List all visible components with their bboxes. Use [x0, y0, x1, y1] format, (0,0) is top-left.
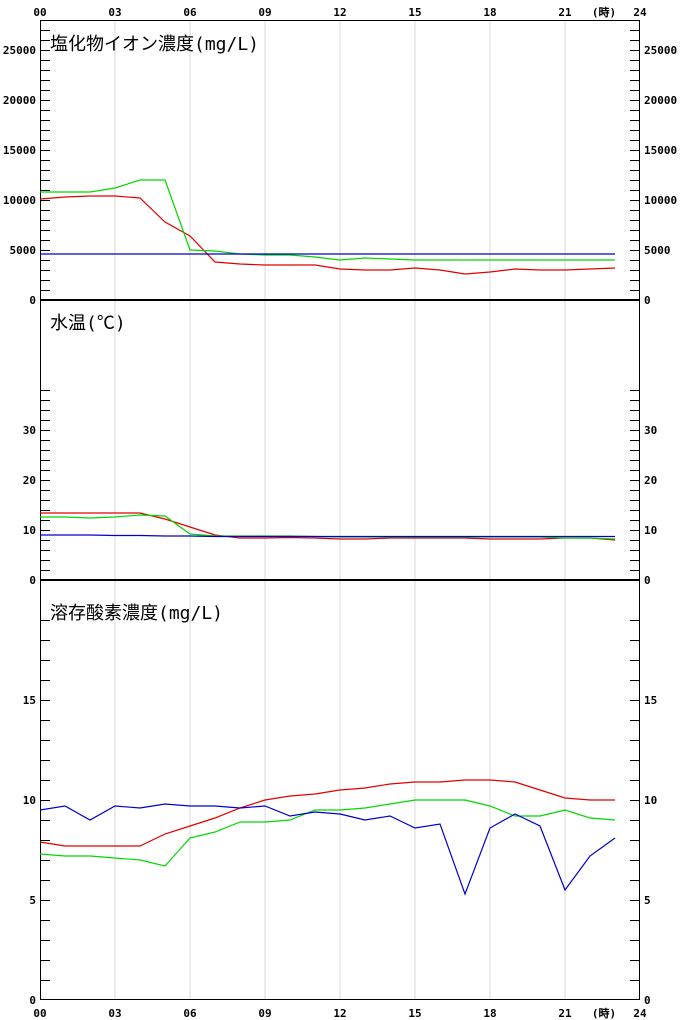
series-line-2: [40, 179, 615, 261]
right-y-tick-label: 10: [644, 794, 657, 807]
bottom-time-tick-label: 21: [558, 1007, 572, 1020]
chloride-panel-title: 塩化物イオン濃度(mg/L): [50, 34, 259, 55]
left-y-tick-label: 0: [29, 994, 36, 1007]
series-line-3: [40, 534, 615, 538]
right-y-tick-label: 0: [644, 994, 651, 1007]
right-y-tick-label: 30: [644, 424, 657, 437]
right-y-tick-label: 20000: [644, 94, 677, 107]
bottom-time-tick-label: 18: [483, 1007, 496, 1020]
top-time-axis: 00 03 06 09 12 15 18 21 24: [33, 6, 647, 19]
left-y-tick-label: 10: [23, 524, 36, 537]
top-unit-label: (時): [592, 5, 616, 19]
right-y-tick-label: 0: [644, 574, 651, 587]
chloride-panel: 0 0 5000 5000 10000 10000 15000 15000 20000 20000…: [3, 20, 677, 307]
right-y-tick-label: 10000: [644, 194, 677, 207]
right-y-tick-label: 15000: [644, 144, 677, 157]
water-temp-panel-title: 水温(℃): [50, 313, 126, 334]
series-line-2: [39, 799, 616, 867]
bottom-time-tick-label: 24: [633, 1007, 647, 1020]
bottom-time-tick-label: 09: [258, 1007, 271, 1020]
bottom-time-tick-label: 03: [108, 1007, 121, 1020]
top-time-tick-label: 00: [33, 6, 46, 19]
right-y-tick-label: 15: [644, 694, 657, 707]
left-y-tick-label: 15000: [3, 144, 36, 157]
top-time-tick-label: 21: [558, 6, 572, 19]
right-y-tick-label: 25000: [644, 44, 677, 57]
left-y-tick-label: 5: [29, 894, 36, 907]
top-time-tick-label: 12: [333, 6, 346, 19]
bottom-time-tick-label: 00: [33, 1007, 46, 1020]
series-line-1: [39, 779, 615, 847]
bottom-time-tick-label: 06: [183, 1007, 197, 1020]
series-line-1: [39, 195, 616, 275]
right-y-tick-label: 20: [644, 474, 657, 487]
bottom-unit-label: (時): [592, 1006, 616, 1020]
right-y-tick-label: 5000: [644, 244, 671, 257]
left-y-tick-label: 10: [23, 794, 36, 807]
top-time-tick-label: 06: [183, 6, 197, 19]
top-time-tick-label: 03: [108, 6, 121, 19]
left-y-tick-label: 15: [23, 694, 36, 707]
top-time-tick-label: 09: [258, 6, 271, 19]
panel-frame: [40, 580, 640, 1000]
right-y-tick-label: 0: [644, 294, 651, 307]
top-time-tick-label: 24: [633, 6, 647, 19]
top-time-tick-label: 15: [408, 6, 421, 19]
series-line-1: [40, 512, 616, 541]
left-y-tick-label: 10000: [3, 194, 36, 207]
water-temp-panel: 0 0 10 10 20 20 30 30 水温(℃): [23, 300, 657, 587]
left-y-tick-label: 5000: [10, 244, 37, 257]
left-y-tick-label: 0: [29, 574, 36, 587]
left-y-tick-label: 30: [23, 424, 36, 437]
left-y-tick-label: 20000: [3, 94, 36, 107]
right-y-tick-label: 5: [644, 894, 651, 907]
left-y-tick-label: 0: [29, 294, 36, 307]
left-y-tick-label: 20: [23, 474, 36, 487]
bottom-time-tick-label: 12: [333, 1007, 346, 1020]
panel-frame: [40, 300, 640, 580]
bottom-time-axis: 00 03 06 09 12 15 18 21 24: [33, 1007, 647, 1020]
right-y-tick-label: 10: [644, 524, 657, 537]
bottom-time-tick-label: 15: [408, 1007, 421, 1020]
panel-frame: [40, 20, 640, 300]
series-line-3: [39, 803, 616, 896]
top-time-tick-label: 18: [483, 6, 496, 19]
dissolved-oxygen-panel-title: 溶存酸素濃度(mg/L): [50, 603, 223, 624]
dissolved-oxygen-panel: 0 0 5 5 10 10 15 15 溶存酸素濃度(mg/L): [23, 580, 657, 1007]
left-y-tick-label: 25000: [3, 44, 36, 57]
